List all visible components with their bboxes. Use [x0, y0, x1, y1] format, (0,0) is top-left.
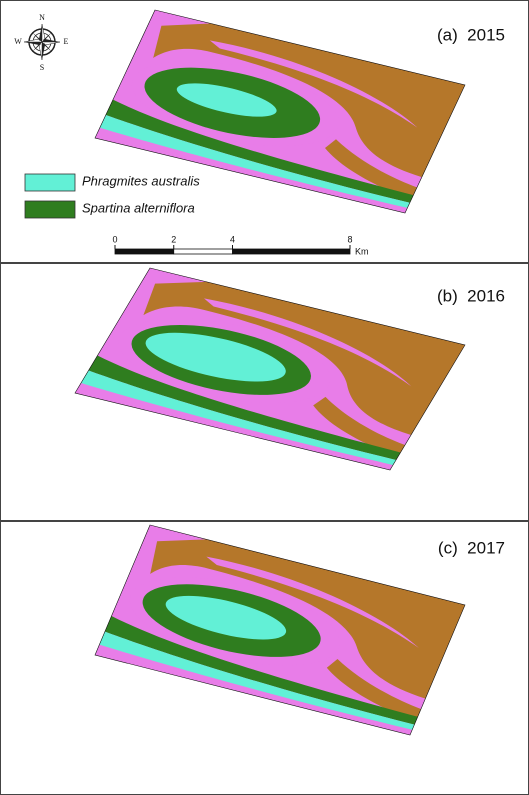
legend-swatch — [24, 200, 76, 219]
compass-w: W — [14, 37, 22, 46]
legend-label: Phragmites australis — [82, 173, 200, 188]
class-region — [324, 139, 417, 201]
class-region — [165, 595, 287, 640]
class-region — [204, 298, 412, 387]
class-region — [88, 355, 401, 460]
map-outline — [75, 268, 465, 470]
compass: N S E W — [14, 13, 68, 72]
class-region — [153, 23, 465, 178]
class-region — [150, 539, 466, 699]
panel-label: (a) 2015 — [437, 25, 505, 44]
compass-s: S — [40, 63, 44, 72]
panel-label: (b) 2016 — [437, 286, 505, 305]
class-region — [206, 556, 419, 648]
panel-label: (c) 2017 — [438, 538, 505, 557]
class-region — [99, 114, 410, 208]
map — [95, 10, 465, 213]
legend-swatch — [24, 173, 76, 192]
class-region — [145, 332, 286, 382]
scale-unit: Km — [355, 246, 369, 256]
map — [95, 525, 465, 735]
class-region — [313, 396, 406, 458]
class-region — [104, 615, 418, 725]
compass-e: E — [64, 37, 69, 46]
class-region — [209, 40, 418, 128]
compass-n: N — [39, 13, 45, 22]
scale-segment — [232, 248, 351, 255]
class-region — [99, 631, 415, 730]
class-region — [326, 658, 422, 722]
class-region — [143, 281, 466, 435]
map-outline — [95, 525, 465, 735]
class-region — [105, 99, 414, 203]
scale-label: 2 — [171, 234, 176, 244]
scale-label: 4 — [230, 234, 235, 244]
class-region — [81, 370, 397, 465]
class-region — [176, 83, 277, 117]
scale-segment — [114, 248, 175, 255]
scale-label: 8 — [347, 234, 352, 244]
map — [75, 268, 465, 470]
map-outline — [95, 10, 465, 213]
legend-label: Spartina alterniflora — [82, 200, 195, 215]
scale-segment — [173, 248, 233, 255]
scale-label: 0 — [112, 234, 117, 244]
